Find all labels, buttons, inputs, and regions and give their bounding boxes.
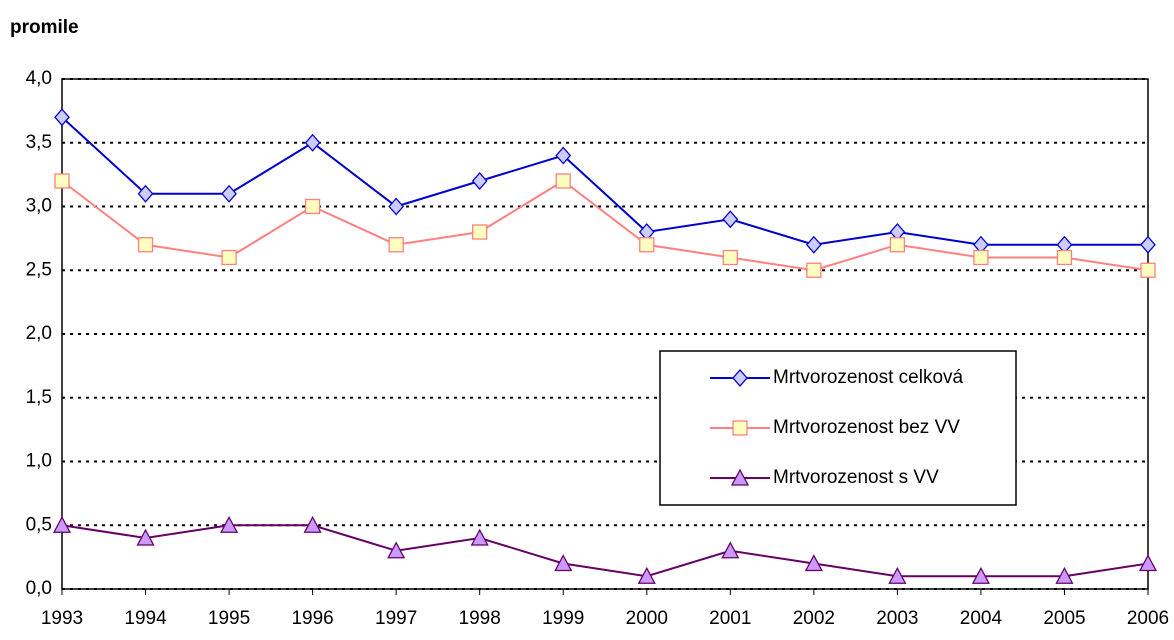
x-tick-label: 2005: [1043, 608, 1085, 629]
data-point: [304, 198, 321, 215]
data-point: [137, 184, 154, 203]
x-tick-label: 1997: [375, 608, 417, 629]
data-point: [971, 566, 991, 584]
data-point: [889, 237, 906, 253]
data-point: [219, 515, 239, 533]
x-tick-label: 2006: [1127, 608, 1169, 629]
plot-border: [61, 78, 1149, 590]
data-point: [388, 197, 405, 216]
data-point: [1055, 566, 1074, 584]
y-tick-label: 0,5: [26, 514, 52, 535]
legend-label: Mrtvorozenost bez VV: [773, 417, 960, 438]
data-point: [722, 249, 738, 266]
x-tick-label: 2003: [876, 608, 918, 629]
x-tick-label: 2000: [626, 608, 668, 629]
data-point: [137, 237, 154, 253]
y-tick-label: 4,0: [26, 68, 52, 89]
data-point: [637, 566, 656, 584]
data-point: [804, 554, 823, 572]
y-tick-label: 0,0: [26, 578, 52, 599]
x-tick-label: 2001: [709, 608, 751, 629]
y-tick-label: 2,0: [26, 323, 52, 344]
data-point: [806, 262, 822, 278]
data-point: [303, 515, 322, 533]
data-point: [555, 173, 571, 189]
data-point: [554, 554, 573, 572]
data-point: [54, 173, 70, 189]
data-point: [52, 515, 72, 533]
y-tick-label: 1,0: [26, 451, 52, 472]
data-point: [54, 108, 70, 127]
data-point: [721, 541, 740, 559]
data-point: [387, 541, 406, 559]
series-line: [61, 116, 1148, 246]
x-tick-label: 1993: [41, 608, 83, 629]
legend-label: Mrtvorozenost celková: [773, 367, 964, 388]
series-line: [61, 179, 1149, 272]
legend-marker: [730, 468, 750, 486]
data-point: [221, 249, 237, 266]
y-tick-label: 3,5: [26, 132, 52, 153]
x-tick-label: 1998: [459, 608, 501, 629]
data-point: [471, 172, 488, 190]
x-tick-label: 1994: [124, 608, 167, 629]
x-tick-label: 1995: [208, 608, 250, 629]
data-point: [136, 528, 155, 546]
data-point: [1140, 262, 1156, 278]
data-point: [973, 249, 989, 266]
x-tick-label: 1996: [291, 608, 333, 629]
data-point: [555, 146, 572, 165]
data-point: [472, 224, 488, 240]
legend-label: Mrtvorozenost s VV: [773, 467, 939, 488]
data-point: [388, 237, 404, 253]
y-axis-label: promile: [10, 17, 79, 38]
y-tick-label: 3,0: [26, 196, 52, 217]
data-point: [888, 566, 907, 584]
data-point: [805, 235, 822, 254]
y-tick-label: 1,5: [26, 387, 52, 408]
data-point: [1138, 554, 1158, 572]
data-point: [639, 237, 655, 253]
data-point: [304, 133, 321, 152]
data-point: [470, 528, 489, 546]
legend-marker: [732, 369, 748, 387]
data-point: [722, 210, 739, 229]
x-tick-label: 2002: [793, 608, 835, 629]
series-line: [61, 524, 1149, 578]
data-point: [221, 184, 237, 203]
data-point: [1140, 235, 1156, 254]
x-tick-label: 1999: [542, 608, 584, 629]
legend-marker: [732, 420, 748, 436]
y-tick-label: 2,5: [26, 259, 52, 280]
x-tick-label: 2004: [960, 608, 1003, 629]
data-point: [1056, 249, 1073, 266]
